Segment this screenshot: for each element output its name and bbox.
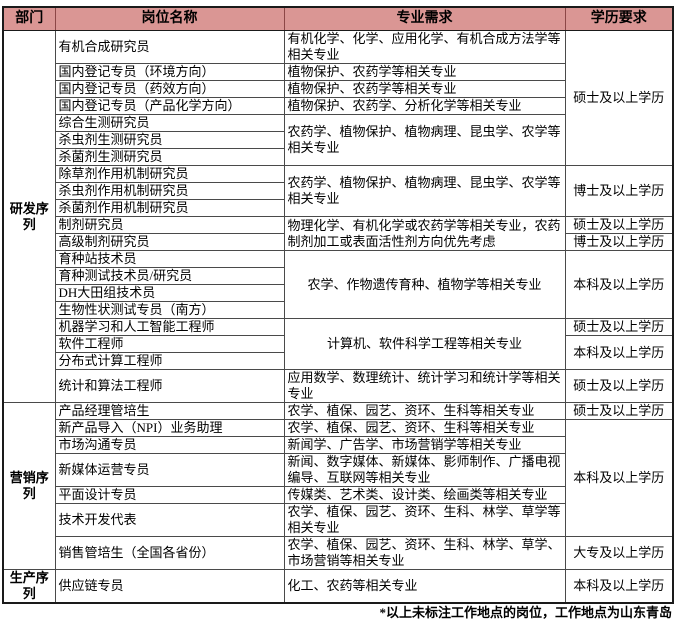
table-row: 统计和算法工程师 应用数学、数理统计、统计学习和统计学等相关专业 硕士及以上学历 [3,369,674,403]
position-cell: 国内登记专员（产品化学方向） [54,97,285,115]
edu-cell: 博士及以上学历 [564,165,674,217]
major-cell: 传媒类、艺术类、设计类、绘画类等相关专业 [283,486,566,504]
table-row: 营销序列 产品经理管培生 农学、植保、园艺、资环、生科等相关专业 硕士及以上学历 [2,402,674,570]
position-cell: 杀虫剂生测研究员 [54,131,285,149]
edu-cell: 大专及以上学历 [564,536,674,570]
table-row: 机器学习和人工智能工程师 计算机、软件科学工程等相关专业 硕士及以上学历 [3,318,674,370]
edu-cell: 硕士及以上学历 [564,318,674,336]
major-cell: 农学、作物遗传育种、植物学等相关专业 [283,250,566,319]
position-cell: 技术开发代表 [54,503,285,537]
position-cell: DH大田组技术员 [54,284,285,302]
major-cell: 化工、农药等相关专业 [283,569,566,604]
table-row: 软件工程师 本科及以上学历 [3,335,674,370]
position-cell: 高级制剂研究员 [54,233,285,251]
header-cell-position: 岗位名称 [54,6,285,31]
major-cell: 植物保护、农药学等相关专业 [283,63,566,81]
position-cell: 市场沟通专员 [54,436,285,454]
position-cell: 有机合成研究员 [54,30,285,64]
edu-cell: 硕士及以上学历 [564,30,674,166]
position-cell: 国内登记专员（药效方向） [54,80,285,98]
major-cell: 农学、植保、园艺、资环、生科、林学、草学、市场营销等相关专业 [283,536,566,570]
edu-cell: 博士及以上学历 [564,233,674,251]
position-cell: 供应链专员 [54,569,285,604]
major-cell: 植物保护、农药学等相关专业 [283,80,566,98]
position-cell: 育种站技术员 [54,250,285,268]
table-row: 生产序列 供应链专员 化工、农药等相关专业 本科及以上学历 [2,569,674,604]
major-cell: 有机化学、化学、应用化学、有机合成方法学等相关专业 [283,30,566,64]
edu-cell: 硕士及以上学历 [564,402,674,420]
table-row: 育种测试技术员/研究员 [3,267,673,285]
edu-cell: 硕士及以上学历 [564,216,674,234]
position-cell: 杀菌剂作用机制研究员 [54,199,285,217]
table-row: 国内登记专员（产品化学方向） 植物保护、农药学、分析化学等相关专业 [3,97,673,115]
position-cell: 分布式计算工程师 [54,352,285,370]
department-cell-production: 生产序列 [2,569,56,604]
table-row: 分布式计算工程师 [3,352,673,370]
header-cell-department: 部门 [2,6,56,31]
edu-cell: 本科及以上学历 [564,569,674,604]
major-cell: 农药学、植物保护、植物病理、昆虫学、农学等相关专业 [283,114,566,166]
department-cell-marketing: 营销序列 [2,402,56,570]
recruitment-table: 部门 岗位名称 专业需求 学历要求 研发序列 有机合成研究员 有机化学、化学、应… [2,6,674,604]
major-cell: 农学、植保、园艺、资环、生科等相关专业 [283,419,566,437]
position-cell: 杀虫剂作用机制研究员 [54,182,285,200]
table-row: 除草剂作用机制研究员 农药学、植物保护、植物病理、昆虫学、农学等相关专业 博士及… [3,165,674,217]
position-cell: 软件工程师 [54,335,285,353]
location-footnote: *以上未标注工作地点的岗位，工作地点为山东青岛 [379,605,672,620]
major-cell: 新闻、数字媒体、新媒体、影师制作、广播电视编导、互联网等相关专业 [283,453,566,487]
table-row: 育种站技术员 农学、作物遗传育种、植物学等相关专业 本科及以上学历 [3,250,674,319]
position-cell: 新产品导入（NPI）业务助理 [54,419,285,437]
table-row: 研发序列 有机合成研究员 有机化学、化学、应用化学、有机合成方法学等相关专业 硕… [2,30,674,403]
major-cell: 新闻学、广告学、市场营销学等相关专业 [283,436,566,454]
major-cell: 计算机、软件科学工程等相关专业 [283,318,566,370]
recruitment-table-page: 部门 岗位名称 专业需求 学历要求 研发序列 有机合成研究员 有机化学、化学、应… [0,6,674,620]
edu-cell: 本科及以上学历 [564,419,674,537]
position-cell: 新媒体运营专员 [54,453,285,487]
department-cell-rd: 研发序列 [2,30,56,403]
header-cell-education: 学历要求 [564,6,674,31]
major-cell: 农学、植保、园艺、资环、生科等相关专业 [283,402,566,420]
position-cell: 平面设计专员 [54,486,285,504]
edu-cell: 本科及以上学历 [564,335,674,370]
header-cell-major: 专业需求 [283,6,566,31]
position-cell: 制剂研究员 [54,216,285,234]
position-cell: 除草剂作用机制研究员 [54,165,285,183]
table-row: 平面设计专员 传媒类、艺术类、设计类、绘画类等相关专业 [3,486,673,504]
table-header-row: 部门 岗位名称 专业需求 学历要求 [2,6,674,31]
major-cell: 植物保护、农药学、分析化学等相关专业 [283,97,566,115]
position-cell: 国内登记专员（环境方向） [54,63,285,81]
major-cell: 农药学、植物保护、植物病理、昆虫学、农学等相关专业 [283,165,566,217]
position-cell: 杀菌剂生测研究员 [54,148,285,166]
position-cell: 销售管培生（全国各省份） [54,536,285,570]
table-row: 新媒体运营专员 新闻、数字媒体、新媒体、影师制作、广播电视编导、互联网等相关专业 [3,453,673,487]
table-row: 销售管培生（全国各省份） 农学、植保、园艺、资环、生科、林学、草学、市场营销等相… [3,536,674,570]
major-cell: 物理化学、有机化学或农药学等相关专业，农药制剂加工或表面活性剂方向优先考虑 [283,216,566,251]
major-cell: 农学、植保、园艺、资环、生科、林学、草学等相关专业 [283,503,566,537]
table-row: 生物性状测试专员（南方） [3,301,673,319]
position-cell: 育种测试技术员/研究员 [54,267,285,285]
position-cell: 综合生测研究员 [54,114,285,132]
table-row: 新产品导入（NPI）业务助理 农学、植保、园艺、资环、生科等相关专业 本科及以上… [3,419,674,537]
table-row: 制剂研究员 物理化学、有机化学或农药学等相关专业，农药制剂加工或表面活性剂方向优… [3,216,674,251]
table-row: 技术开发代表 农学、植保、园艺、资环、生科、林学、草学等相关专业 [3,503,673,537]
edu-cell: 硕士及以上学历 [564,369,674,403]
position-cell: 机器学习和人工智能工程师 [54,318,285,336]
edu-cell: 本科及以上学历 [564,250,674,319]
major-cell: 应用数学、数理统计、统计学习和统计学等相关专业 [283,369,566,403]
position-cell: 统计和算法工程师 [54,369,285,403]
table-row: 杀菌剂作用机制研究员 [3,199,673,217]
position-cell: 产品经理管培生 [54,402,285,420]
position-cell: 生物性状测试专员（南方） [54,301,285,319]
